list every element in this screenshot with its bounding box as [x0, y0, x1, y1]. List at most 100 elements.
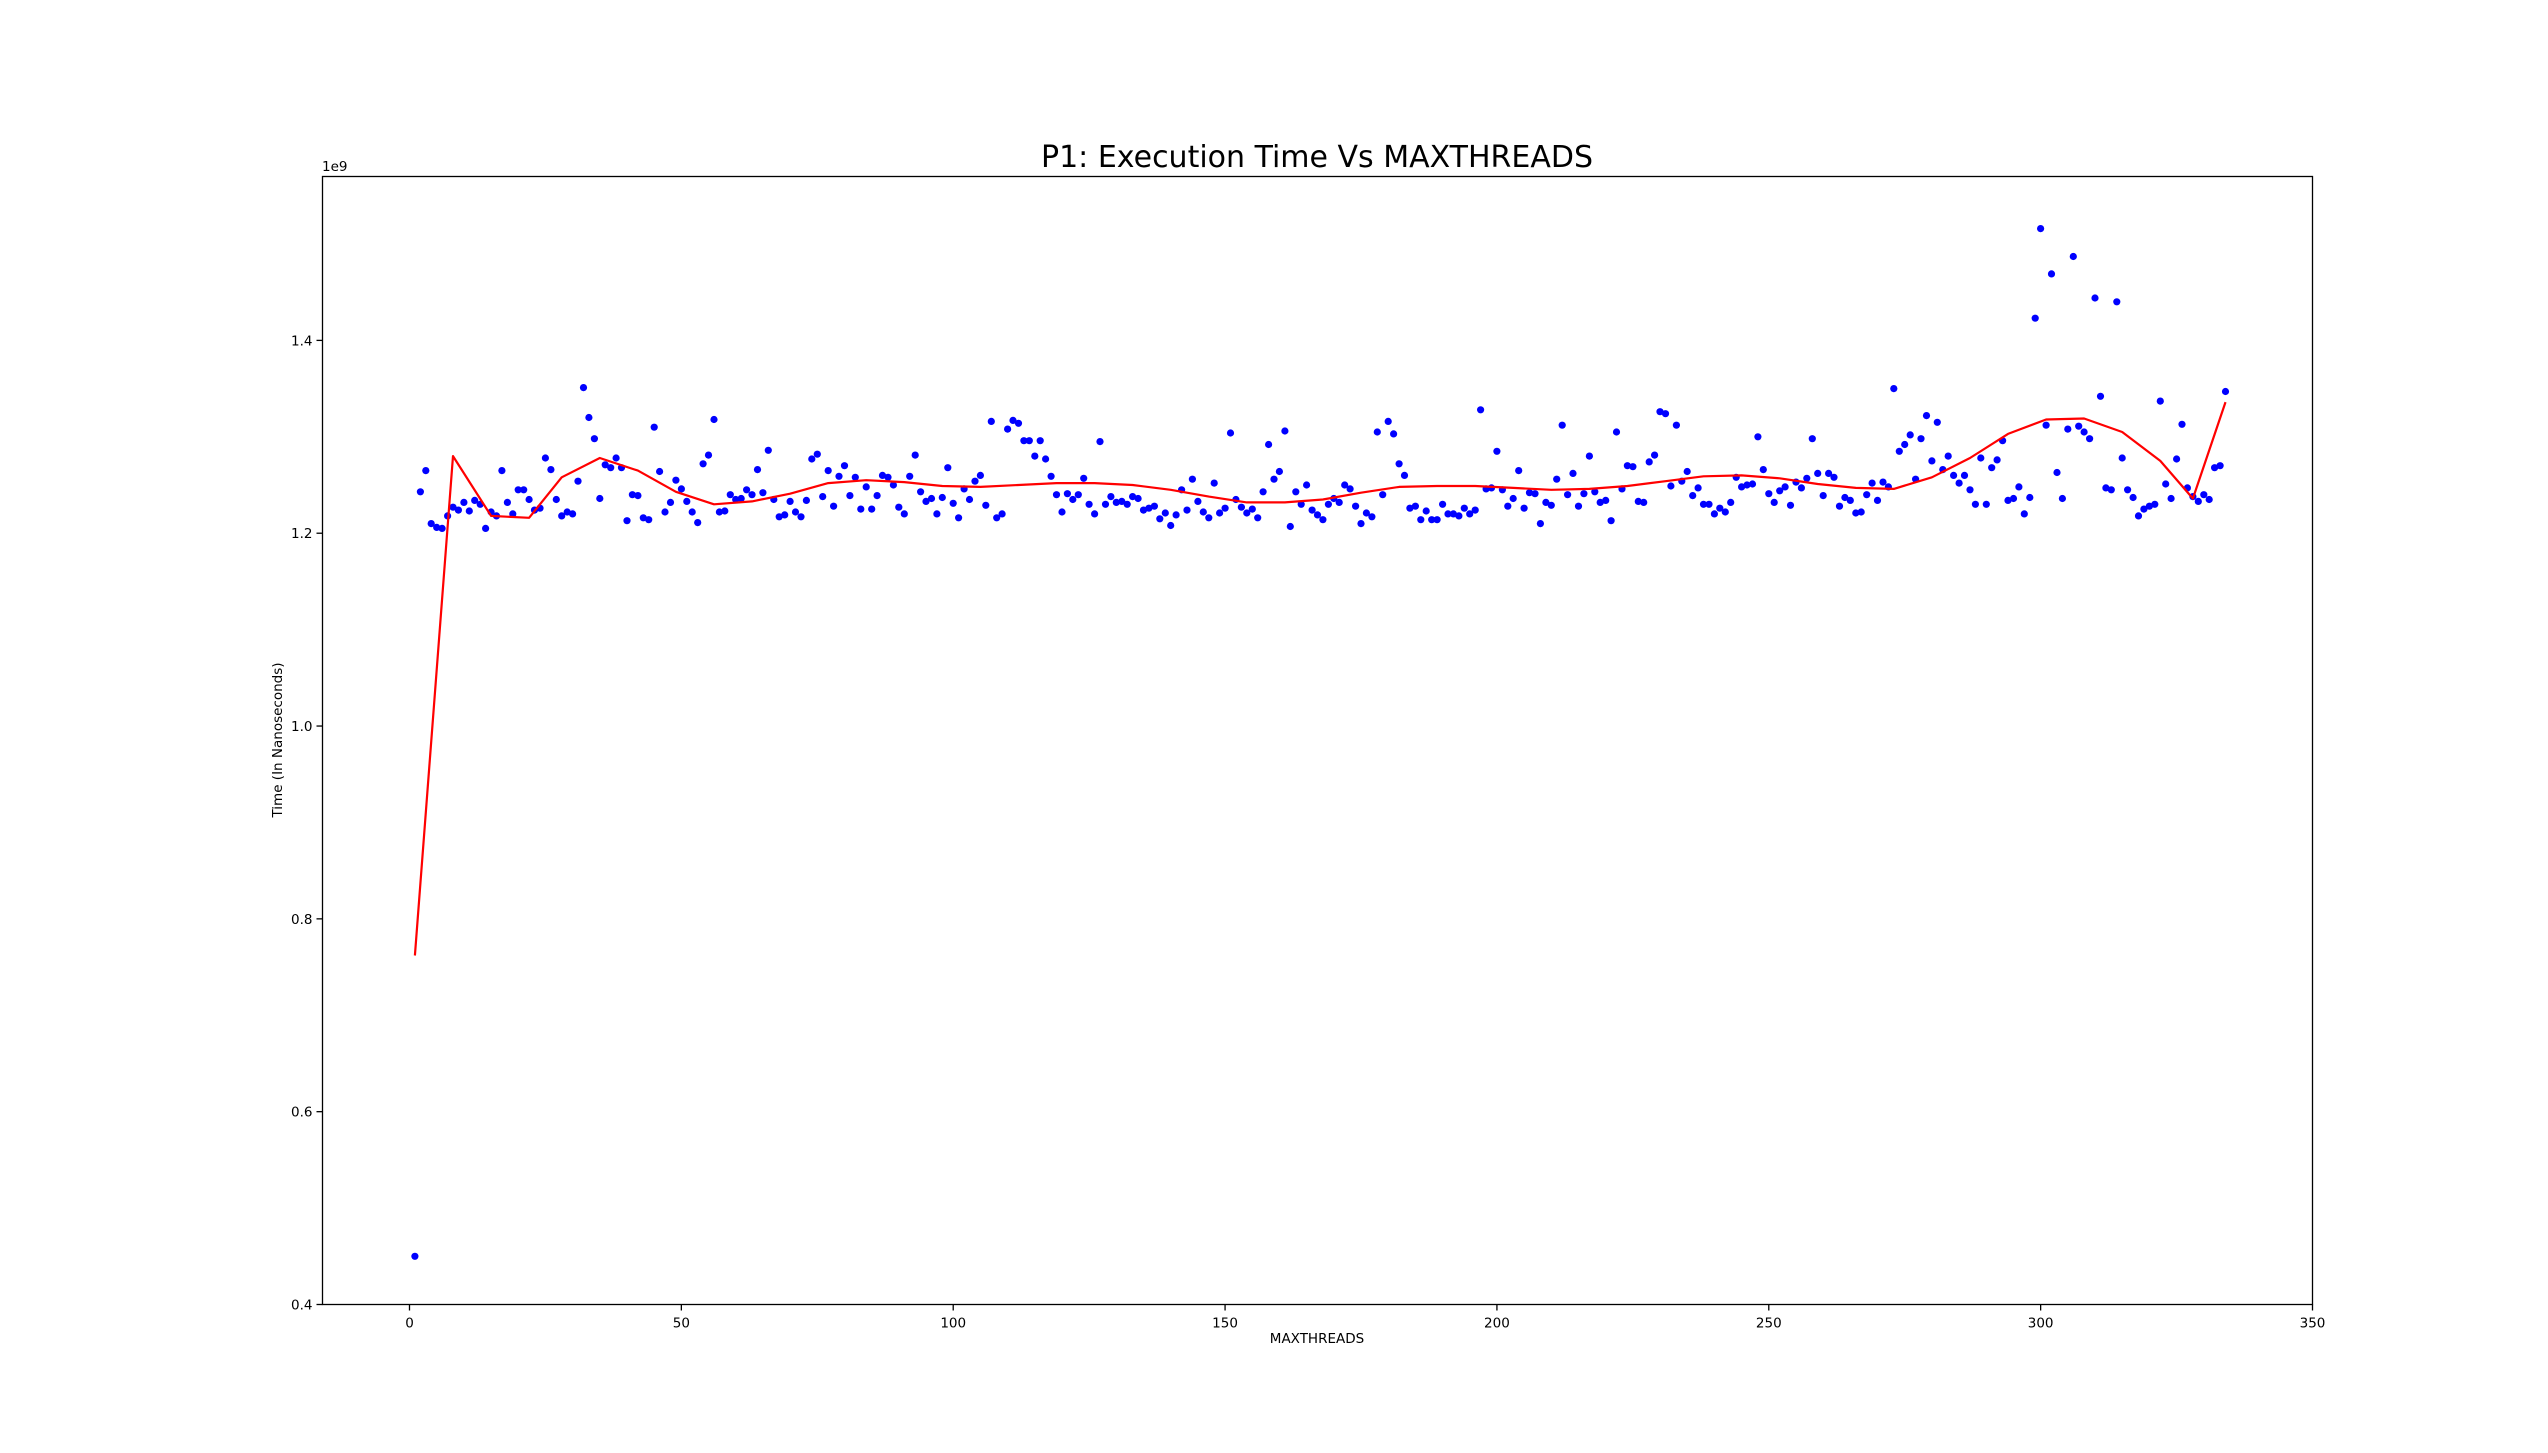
- data-point: [949, 499, 957, 507]
- data-point: [2080, 428, 2088, 436]
- data-point: [1797, 484, 1805, 492]
- data-point: [1411, 502, 1419, 510]
- data-point: [1922, 412, 1931, 420]
- data-point: [688, 508, 696, 516]
- data-point: [1216, 509, 1224, 517]
- data-point: [694, 519, 702, 527]
- data-point: [1471, 506, 1479, 514]
- data-point: [1743, 481, 1751, 489]
- data-point: [1352, 502, 1360, 510]
- data-point: [1694, 484, 1702, 492]
- data-point: [1444, 510, 1452, 518]
- data-point: [710, 415, 718, 424]
- data-point: [1661, 410, 1670, 418]
- x-tick-label: 100: [940, 1316, 966, 1332]
- data-point: [1944, 452, 1952, 460]
- x-tick-label: 150: [1212, 1316, 1238, 1332]
- data-point: [585, 413, 593, 422]
- data-point: [1574, 502, 1583, 510]
- data-point: [1683, 467, 1691, 476]
- data-point: [1585, 452, 1593, 460]
- data-point: [1428, 516, 1436, 524]
- data-point: [906, 472, 914, 480]
- data-point: [427, 520, 435, 528]
- data-point: [628, 491, 637, 499]
- data-point: [1569, 469, 1577, 477]
- data-point: [2194, 497, 2202, 505]
- data-point: [1123, 500, 1131, 508]
- y-axis: 0.4 0.6 0.8 1.0 1.2 1.4: [291, 333, 323, 1314]
- data-point: [1547, 501, 1555, 509]
- data-point: [1699, 500, 1708, 508]
- data-point: [2020, 510, 2028, 518]
- data-point: [1188, 475, 1196, 483]
- data-point: [1835, 502, 1844, 510]
- data-point: [1607, 517, 1615, 525]
- data-point: [1085, 500, 1093, 508]
- data-point: [895, 503, 903, 511]
- data-point: [2091, 294, 2099, 302]
- data-point: [1825, 469, 1833, 477]
- plot-frame: [321, 175, 2314, 1306]
- data-point: [639, 514, 647, 522]
- data-point: [1020, 437, 1028, 445]
- scatter-points: [411, 225, 2230, 1260]
- data-point: [1080, 474, 1088, 482]
- data-point: [982, 501, 990, 509]
- data-point: [1738, 483, 1746, 491]
- data-point: [2156, 397, 2164, 405]
- data-point: [802, 496, 811, 504]
- data-point: [2058, 494, 2066, 503]
- data-point: [471, 496, 479, 504]
- data-point: [1879, 478, 1887, 486]
- data-point: [607, 464, 615, 472]
- data-point: [1933, 418, 1941, 426]
- data-point: [1433, 516, 1441, 524]
- data-point: [1808, 435, 1816, 443]
- data-point: [1308, 506, 1316, 514]
- data-point: [1319, 516, 1327, 524]
- data-point: [411, 1252, 419, 1260]
- data-point: [1852, 509, 1860, 517]
- data-point: [868, 505, 876, 513]
- data-point: [1112, 498, 1120, 506]
- data-point: [808, 455, 816, 463]
- data-point: [1656, 408, 1664, 416]
- data-point: [1346, 485, 1354, 493]
- data-point: [715, 508, 724, 516]
- data-point: [1814, 469, 1822, 477]
- data-point: [824, 467, 832, 475]
- y-tick-label: 0.4: [291, 1298, 312, 1314]
- data-point: [2086, 435, 2094, 443]
- data-point: [1129, 493, 1137, 501]
- data-point: [1243, 509, 1251, 517]
- data-point: [797, 513, 805, 521]
- data-point: [1591, 488, 1599, 496]
- data-point: [541, 454, 550, 462]
- data-point: [1118, 497, 1126, 505]
- data-point: [846, 492, 854, 500]
- data-point: [1520, 504, 1528, 512]
- data-point: [791, 508, 800, 516]
- data-point: [1335, 498, 1343, 506]
- data-point: [1036, 437, 1044, 445]
- data-point: [503, 498, 511, 506]
- data-point: [1031, 452, 1039, 460]
- data-point: [590, 435, 599, 443]
- data-point: [1634, 497, 1642, 505]
- data-point: [965, 495, 974, 504]
- x-axis: 0 50 100 150 200 250 300 350: [405, 1304, 2325, 1332]
- data-point: [1558, 421, 1566, 429]
- data-point: [1439, 500, 1447, 508]
- data-point: [666, 498, 675, 506]
- data-point: [2113, 298, 2121, 306]
- data-point: [1373, 428, 1381, 436]
- data-point: [1971, 500, 1979, 508]
- data-point: [1422, 507, 1430, 515]
- data-point: [422, 467, 430, 475]
- data-point: [1710, 510, 1718, 518]
- data-point: [1069, 495, 1077, 504]
- data-point: [482, 524, 490, 533]
- data-point: [851, 473, 859, 481]
- data-point: [1689, 492, 1697, 500]
